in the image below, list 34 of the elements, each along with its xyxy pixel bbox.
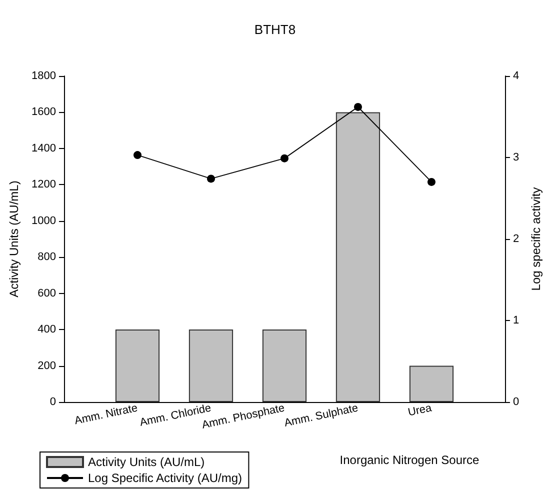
point [354, 102, 362, 111]
legend-label: Activity Units (AU/mL) [88, 455, 205, 469]
point [427, 178, 436, 186]
y-tick-label: 1400 [32, 142, 56, 154]
y-tick-label: 400 [38, 324, 56, 336]
x-tick-label: Amm. Nitrate [74, 402, 139, 428]
bar [336, 112, 380, 402]
y-tick-label: 800 [38, 251, 56, 264]
x-tick-label: Urea [406, 402, 434, 419]
y-tick-label: 200 [38, 360, 56, 372]
chart-title: BTHT8 [254, 22, 296, 37]
x-tick-label: Amm. Sulphate [283, 402, 360, 430]
y2-tick-label: 2 [512, 233, 520, 245]
y-axis-title: Activity Units (AU/mL) [7, 180, 21, 298]
y2-tick-label: 0 [512, 396, 520, 408]
bar [188, 330, 234, 402]
bar [409, 366, 454, 402]
point [207, 174, 215, 183]
point [280, 154, 288, 162]
legend-label: Log Specific Activity (AU/mg) [88, 471, 242, 485]
y-tick-label: 0 [50, 396, 56, 408]
bar [115, 330, 160, 402]
y2-tick-label: 3 [512, 152, 520, 164]
y-tick-label: 1800 [32, 70, 56, 82]
y-tick-label: 1200 [32, 178, 56, 191]
y-tick-label: 1000 [32, 214, 56, 227]
x-axis-title: Inorganic Nitrogen Source [340, 453, 480, 467]
y-tick-label: 1600 [32, 106, 56, 118]
bar [262, 330, 307, 402]
y-tick-label: 600 [38, 287, 56, 300]
y2-tick-label: 1 [512, 314, 520, 326]
point [134, 151, 142, 160]
y2-tick-label: 4 [512, 70, 520, 82]
y2-axis-title: Log specific activity [529, 187, 543, 291]
